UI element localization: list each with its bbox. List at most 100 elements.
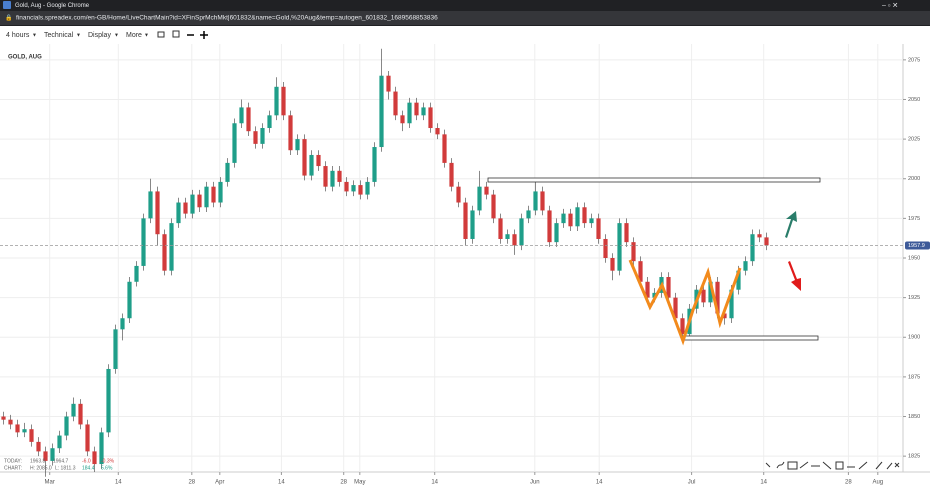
candle-body — [736, 270, 741, 290]
candle-body — [393, 91, 398, 116]
stats-label: CHART: — [4, 465, 22, 471]
candle-body — [715, 281, 720, 314]
candle-body — [204, 186, 209, 208]
x-tick-label: 14 — [115, 480, 122, 486]
stat: 1964.7 — [53, 458, 69, 464]
y-tick-label: 1925 — [908, 295, 920, 301]
candle-body — [701, 289, 706, 303]
url[interactable]: financials.spreadex.com/en-GB/Home/LiveC… — [16, 15, 438, 22]
y-tick-label: 1975 — [908, 216, 920, 222]
candle-body — [218, 181, 223, 203]
candle-body — [330, 170, 335, 187]
candle-body — [323, 166, 328, 187]
toolbar — [0, 26, 930, 44]
stat: 5.6% — [101, 465, 113, 471]
y-tick-label: 2000 — [908, 176, 920, 182]
drawn-rectangle[interactable] — [682, 335, 819, 341]
window-controls[interactable]: – ▫ ✕ — [882, 2, 898, 9]
stat: -0.3% — [101, 458, 115, 464]
candle-body — [134, 265, 139, 282]
candle-body — [463, 202, 468, 239]
stats-label: TODAY: — [4, 458, 22, 464]
stat: L: 1811.3 — [55, 465, 76, 471]
candle-body — [540, 191, 545, 211]
candle-body — [610, 258, 615, 271]
candle-body — [211, 186, 216, 203]
x-tick-label: 28 — [188, 480, 195, 486]
interval-menu[interactable]: 4 hours — [6, 32, 30, 39]
candle-body — [582, 207, 587, 224]
candle-body — [519, 218, 524, 246]
more-menu[interactable]: More — [126, 32, 142, 39]
candle-body — [379, 75, 384, 148]
x-tick-label: 28 — [340, 480, 347, 486]
candle-body — [764, 237, 769, 246]
candle-body — [113, 329, 118, 369]
candle-body — [260, 128, 265, 144]
technical-menu[interactable]: Technical — [44, 32, 74, 39]
x-tick-label: Jul — [688, 480, 696, 486]
candle-body — [141, 218, 146, 266]
x-tick-label: 14 — [760, 480, 767, 486]
drawn-rectangle[interactable] — [487, 177, 821, 183]
candle-body — [638, 261, 643, 282]
candle-body — [50, 448, 55, 461]
candle-body — [274, 86, 279, 116]
candle-body — [750, 234, 755, 262]
candle-body — [498, 218, 503, 239]
candle-body — [120, 318, 125, 330]
candle-body — [617, 223, 622, 271]
candle-body — [183, 202, 188, 214]
zoom-in[interactable] — [200, 31, 208, 39]
candle-body — [484, 186, 489, 195]
candle-body — [15, 424, 20, 433]
x-tick-label: May — [354, 480, 365, 486]
candle-body — [673, 297, 678, 319]
address-bar[interactable] — [0, 11, 930, 25]
x-tick-label: 28 — [845, 480, 852, 486]
candle-body — [428, 107, 433, 129]
candle-body — [351, 185, 356, 192]
svg-text:▼: ▼ — [144, 32, 149, 38]
down-arrow — [788, 261, 801, 291]
candle-body — [414, 102, 419, 116]
candle-body — [596, 218, 601, 239]
svg-text:▼: ▼ — [76, 32, 81, 38]
candle-body — [666, 277, 671, 298]
x-tick-label: 14 — [431, 480, 438, 486]
candle-body — [372, 147, 377, 182]
display-menu[interactable]: Display — [88, 32, 111, 39]
x-tick-label: Mar — [45, 480, 55, 486]
candle-body — [302, 139, 307, 176]
candle-body — [645, 281, 650, 298]
candle-body — [43, 451, 48, 461]
drawing-tools[interactable] — [765, 461, 900, 470]
candle-body — [225, 162, 230, 182]
candle-body — [680, 318, 685, 335]
candle-body — [22, 429, 27, 433]
open-icon[interactable] — [157, 31, 165, 38]
candle-body — [554, 223, 559, 243]
stat: -6.0 — [82, 458, 91, 464]
w-pattern-drawing[interactable] — [628, 259, 742, 346]
candle-body — [8, 419, 13, 425]
y-tick-label: 2075 — [908, 57, 920, 63]
candle-body — [400, 115, 405, 124]
candle-body — [176, 202, 181, 224]
candle-body — [407, 102, 412, 124]
last-price-tag — [905, 241, 930, 250]
candle-body — [624, 223, 629, 243]
candle-body — [309, 154, 314, 176]
candle-body — [267, 115, 272, 129]
lock-icon: 🔒 — [5, 14, 12, 22]
window-title: Gold, Aug - Google Chrome — [15, 3, 90, 9]
candle-body — [85, 424, 90, 452]
save-icon[interactable] — [172, 30, 180, 38]
stat: 184.4 — [82, 465, 95, 471]
candle-body — [386, 75, 391, 92]
candle-body — [575, 207, 580, 227]
candle-body — [491, 194, 496, 219]
candle-body — [526, 210, 531, 219]
candle-body — [57, 435, 62, 449]
dropdown-arrows: ▼ ▼ ▼ ▼ — [32, 32, 149, 38]
